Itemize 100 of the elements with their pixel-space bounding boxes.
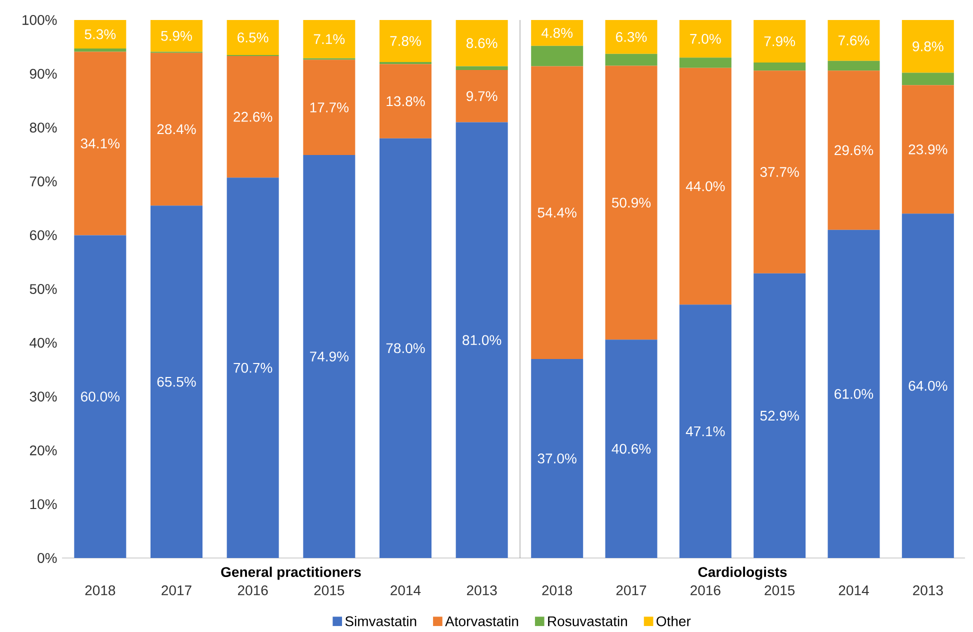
bar — [456, 66, 508, 70]
data-label: 22.6% — [234, 112, 272, 122]
data-label: 8.6% — [466, 38, 498, 48]
bar — [456, 20, 508, 66]
x-tick-label: 2016 — [238, 585, 268, 596]
y-tick-label: 50% — [30, 284, 57, 294]
data-label: 4.8% — [541, 28, 573, 38]
bar — [380, 64, 432, 138]
x-tick-label: 2013 — [466, 585, 497, 596]
y-tick-label: 10% — [30, 499, 57, 510]
x-tick-label: 2018 — [542, 585, 572, 596]
data-label: 28.4% — [157, 124, 196, 134]
bar — [150, 52, 203, 206]
bar — [828, 230, 880, 558]
bar — [74, 235, 126, 558]
data-label: 70.7% — [234, 362, 272, 373]
data-label: 6.3% — [616, 32, 647, 42]
data-label: 37.0% — [538, 454, 576, 464]
data-label: 52.9% — [760, 410, 799, 421]
bar — [226, 20, 279, 55]
x-tick-label: 2014 — [390, 585, 421, 596]
data-label: 50.9% — [612, 198, 651, 208]
x-tick-label: 2015 — [764, 585, 795, 596]
x-axis-title: Cardiologists — [698, 566, 787, 580]
data-label: 37.7% — [760, 167, 799, 177]
data-label: 34.1% — [80, 138, 120, 148]
y-tick-label: 40% — [30, 338, 57, 348]
bar — [74, 48, 126, 52]
y-tick-label: 80% — [30, 122, 57, 133]
data-label: 60.0% — [81, 392, 120, 402]
bar — [531, 46, 584, 66]
legend-label: Rosuvastatin — [548, 616, 627, 626]
data-label: 7.0% — [690, 34, 721, 44]
bar — [456, 122, 508, 558]
bar — [531, 66, 584, 359]
x-tick-label: 2018 — [85, 585, 116, 596]
data-label: 81.0% — [462, 335, 502, 346]
x-tick-label: 2017 — [616, 585, 646, 596]
data-label: 44.0% — [686, 181, 725, 192]
y-tick-label: 60% — [30, 230, 57, 240]
y-tick-label: 0% — [38, 553, 57, 563]
data-label: 23.9% — [908, 144, 948, 154]
bar — [380, 20, 432, 62]
data-label: 9.8% — [912, 41, 944, 52]
data-label: 5.3% — [84, 29, 116, 40]
bar — [754, 70, 806, 274]
y-tick-label: 20% — [30, 445, 57, 456]
bar — [754, 62, 806, 71]
bar — [74, 52, 126, 236]
bar — [74, 20, 126, 49]
bar — [605, 54, 658, 66]
data-label: 17.7% — [310, 102, 349, 112]
bar — [679, 20, 732, 58]
bar — [150, 20, 203, 52]
bar — [754, 273, 806, 558]
data-label: 78.0% — [386, 343, 425, 354]
x-tick-label: 2014 — [838, 585, 869, 596]
bar — [380, 62, 432, 64]
data-label: 29.6% — [834, 145, 874, 156]
bar — [303, 20, 356, 58]
bar — [902, 85, 954, 214]
data-label: 6.5% — [238, 32, 268, 42]
bar — [456, 70, 508, 122]
data-label: 54.4% — [538, 208, 576, 218]
data-label: 7.6% — [838, 35, 870, 46]
y-tick-label: 30% — [30, 392, 57, 402]
x-tick-label: 2016 — [690, 585, 720, 596]
data-label: 7.8% — [390, 36, 421, 46]
data-label: 74.9% — [310, 352, 349, 362]
x-tick-label: 2015 — [314, 585, 344, 596]
bar — [605, 340, 658, 558]
legend-label: Atorvastatin — [445, 616, 518, 626]
bar — [303, 155, 356, 558]
x-tick-label: 2017 — [162, 585, 192, 596]
bar — [902, 20, 954, 73]
bar — [226, 178, 279, 558]
bar — [303, 60, 356, 156]
data-label: 5.9% — [161, 30, 192, 41]
data-label: 65.5% — [157, 376, 196, 387]
bar — [679, 68, 732, 305]
y-tick-label: 70% — [30, 176, 57, 186]
data-label: 64.0% — [908, 380, 948, 391]
bar — [679, 58, 732, 68]
legend-label: Simvastatin — [345, 616, 416, 626]
data-label: 7.1% — [314, 34, 345, 44]
bar — [902, 214, 954, 558]
bar — [150, 206, 203, 558]
x-tick-label: 2013 — [913, 585, 943, 596]
bar — [828, 60, 880, 71]
data-label: 61.0% — [834, 388, 874, 399]
y-tick-label: 90% — [30, 68, 57, 79]
data-label: 47.1% — [686, 426, 725, 436]
y-tick-label: 100% — [22, 15, 57, 25]
bar — [828, 70, 880, 230]
data-label: 13.8% — [386, 96, 425, 106]
bar — [380, 138, 432, 558]
data-label: 9.7% — [466, 91, 498, 102]
bar — [531, 358, 584, 558]
bar — [605, 20, 658, 54]
x-axis-title: General practitioners — [221, 566, 361, 580]
